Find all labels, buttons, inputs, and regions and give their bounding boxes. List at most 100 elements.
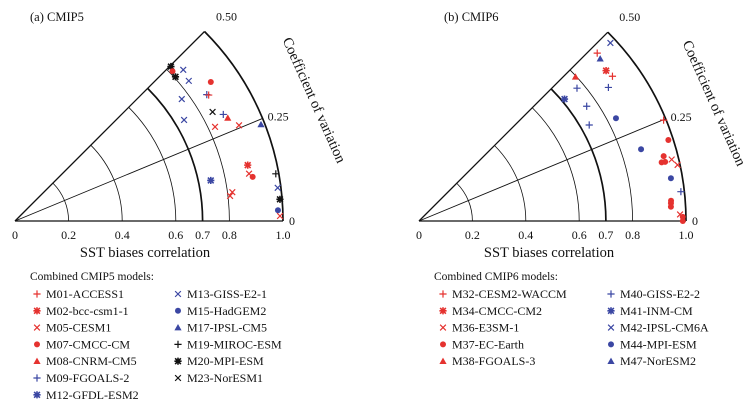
data-point-m07 [169,68,176,75]
data-point-m36 [674,161,681,169]
cv-tick-label: 0.50 [619,10,640,24]
data-point-m38 [571,73,580,80]
data-point-m37 [679,213,686,220]
legend-label: M36-E3SM-1 [452,321,519,335]
data-point-m17 [257,120,265,128]
legend-marker [607,307,615,315]
r-tick-label: 0.2 [465,228,480,242]
legend-marker [33,357,41,364]
x-axis-label: SST biases correlation [484,245,615,261]
data-point-m09 [219,110,227,119]
legend-marker [174,374,182,382]
taylor-panel-1: 0 0.2 0.4 0.6 0.7 0.8 1.000.250.50(a) CMIP5SST… [12,9,349,401]
data-point-m13 [274,184,282,192]
legend-item-m05: M05-CESM1 [33,321,111,335]
legend-label: M47-NorESM2 [620,354,696,368]
cv-tick-label: 0.25 [671,110,692,124]
r-tick-label: 0.7 [195,228,210,242]
legend-label: M34-CMCC-CM2 [452,304,542,318]
data-point-m20 [171,73,180,81]
data-point-m44 [612,115,619,122]
legend-title: Combined CMIP6 models: [434,271,558,283]
data-point-m37 [679,218,686,224]
data-point-m40 [583,102,591,110]
legend-marker [34,341,40,348]
legend-item-m13: M13-GISS-E2-1 [174,287,267,301]
correlation-arc [203,30,284,222]
legend-item-m32: M32-CESM2-WACCM [439,287,567,301]
legend-marker [174,340,182,348]
data-point-m37 [660,153,667,160]
legend-marker [440,341,446,348]
data-point-m05 [226,192,234,200]
panel-title: (a) CMIP5 [30,10,84,24]
cv-tick-label: 0.25 [268,109,289,123]
r-tick-label: 0.8 [222,228,237,242]
legend-marker [33,307,41,315]
y-axis-label: Coefficient of variation [679,38,749,169]
cv-tick-label: 0 [289,214,295,228]
legend-item-m38: M38-FGOALS-3 [439,354,535,368]
legend-marker [607,357,615,364]
legend-label: M32-CESM2-WACCM [452,287,567,301]
r-tick-label: 0.7 [598,228,613,242]
legend-item-m09: M09-FGOALS-2 [33,371,129,385]
data-point-m42 [607,39,614,47]
cv-radial-line [14,31,205,222]
legend-label: M42-IPSL-CM6A [620,321,709,335]
data-point-m08 [224,114,232,121]
legend-marker [607,290,615,298]
legend-item-m01: M01-ACCESS1 [33,287,124,301]
legend-label: M40-GISS-E2-2 [620,287,700,301]
cv-tick-label: 0.50 [216,9,237,23]
panel-title: (b) CMIP6 [444,10,499,24]
data-point-m20 [167,62,175,71]
legend: Combined CMIP6 models: M32-CESM2-WACCM M34… [434,271,709,368]
legend-marker [175,307,181,314]
data-point-m05 [211,123,219,131]
data-point-m12 [207,176,215,185]
legend-label: M01-ACCESS1 [46,287,124,301]
data-point-m36 [668,156,675,163]
legend-item-m20: M20-MPI-ESM [174,354,264,368]
r-tick-label: 0.2 [61,228,76,242]
data-point-m40 [604,83,613,92]
data-point-m41 [560,95,569,103]
data-point-m44 [667,175,674,182]
cv-radial-line [418,31,609,222]
data-point-m32 [593,49,601,57]
legend-item-m17: M17-IPSL-CM5 [174,321,267,335]
legend-item-m37: M37-EC-Earth [440,337,524,351]
r-tick-label: 0 [416,228,422,242]
legend-label: M19-MIROC-ESM [187,337,282,351]
data-point-m05 [276,212,284,220]
legend-label: M38-FGOALS-3 [452,354,535,368]
data-point-m13 [180,116,188,124]
data-point-m47 [596,55,604,62]
data-point-m34 [602,67,610,75]
legend-label: M08-CNRM-CM5 [46,354,137,368]
r-tick-label: 1.0 [679,228,694,242]
data-point-m44 [638,146,645,153]
r-tick-label: 0 [12,228,18,242]
data-point-m37 [667,203,674,210]
cv-radial-line [14,118,263,222]
legend-item-m12: M12-GFDL-ESM2 [33,388,139,402]
legend-marker [607,324,615,331]
legend-marker [608,341,614,348]
r-tick-label: 0.4 [518,228,533,242]
data-point-m15 [274,207,281,214]
data-point-m32 [608,72,617,80]
data-point-m40 [585,121,593,129]
data-point-m07 [207,79,214,86]
data-point-m07 [249,173,256,180]
legend-title: Combined CMIP5 models: [30,271,154,283]
taylor-panel-2: 0 0.2 0.4 0.6 0.7 0.8 1.000.250.50(b) CMIP6SST… [416,10,749,368]
legend-label: M13-GISS-E2-1 [187,287,267,301]
legend-item-m02: M02-bcc-csm1-1 [33,304,129,318]
data-point-m13 [179,66,187,74]
data-point-m37 [665,136,672,143]
legend-marker [174,290,182,298]
legend-item-m19: M19-MIROC-ESM [174,337,282,351]
legend-item-m15: M15-HadGEM2 [175,304,266,318]
